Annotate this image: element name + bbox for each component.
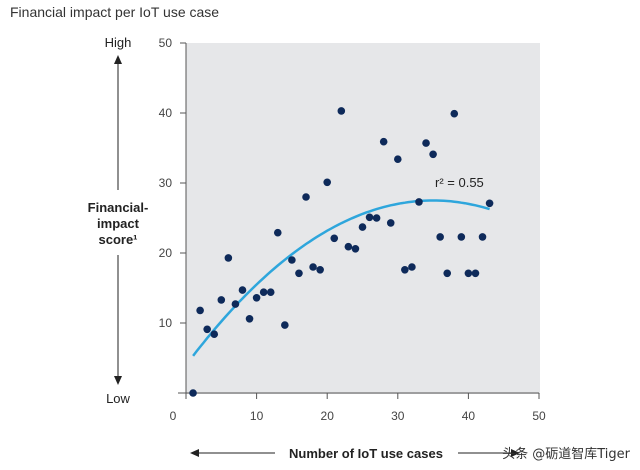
data-point: [429, 150, 437, 159]
data-point: [203, 325, 211, 334]
y-high-label: High: [105, 35, 132, 50]
data-point: [238, 286, 247, 294]
y-tick-label: 50: [159, 36, 173, 50]
data-point: [224, 254, 233, 262]
data-point: [281, 321, 289, 329]
data-point: [295, 269, 303, 278]
data-point: [478, 233, 487, 241]
data-point: [245, 315, 254, 323]
data-point: [351, 245, 360, 253]
data-point: [337, 107, 346, 115]
x-axis-title: Number of IoT use cases: [289, 446, 443, 461]
data-point: [401, 266, 409, 274]
data-point: [344, 242, 353, 251]
x-tick-label: 20: [321, 409, 335, 423]
y-low-label: Low: [106, 391, 130, 406]
data-point: [189, 389, 197, 397]
data-point: [450, 109, 459, 118]
y-tick-label: 30: [159, 176, 173, 190]
data-point: [330, 234, 339, 243]
data-point: [266, 288, 275, 297]
data-point: [457, 233, 466, 241]
data-point: [358, 223, 367, 231]
x-right-arrow-icon: [511, 449, 520, 457]
data-point: [252, 294, 261, 302]
y-axis-title-line-1: Financial-: [88, 200, 149, 215]
x-tick-label: 10: [250, 409, 264, 423]
data-point: [436, 233, 444, 241]
y-axis-title-line-3: score¹: [98, 232, 137, 247]
x-tick-label: 30: [391, 409, 405, 423]
data-point: [210, 330, 219, 339]
data-point: [231, 300, 240, 308]
data-point: [485, 199, 494, 208]
chart-title: Financial impact per IoT use case: [10, 4, 220, 20]
y-down-arrow-icon: [114, 376, 122, 385]
x-left-arrow-icon: [190, 449, 199, 457]
data-point: [323, 178, 332, 187]
x-tick-label: 50: [532, 409, 546, 423]
data-point: [365, 213, 374, 222]
data-point: [309, 263, 317, 271]
data-point: [273, 228, 282, 237]
data-point: [408, 263, 416, 271]
y-axis-title-line-2: impact: [97, 216, 140, 231]
data-point: [471, 269, 480, 278]
y-tick-label: 10: [159, 316, 173, 330]
x-tick-label: 0: [170, 409, 177, 423]
watermark: 头条 @砺道智库Tiger: [502, 447, 630, 462]
data-point: [394, 155, 402, 163]
data-point: [443, 269, 452, 278]
plot-background: [186, 43, 540, 394]
data-point: [259, 288, 268, 297]
data-point: [302, 193, 310, 201]
data-point: [422, 139, 430, 147]
x-tick-label: 40: [462, 409, 476, 423]
data-point: [372, 214, 381, 222]
y-tick-label: 20: [159, 246, 173, 260]
trendline: [192, 199, 490, 357]
y-up-arrow-icon: [114, 55, 122, 64]
data-point: [464, 269, 473, 278]
data-point: [288, 256, 296, 264]
data-point: [415, 198, 423, 206]
data-point: [316, 266, 324, 274]
r-squared-label: r² = 0.55: [435, 175, 484, 190]
data-point: [386, 219, 395, 227]
data-point: [196, 306, 204, 315]
y-tick-label: 40: [159, 106, 173, 120]
data-point: [379, 137, 388, 146]
data-point: [217, 296, 226, 304]
